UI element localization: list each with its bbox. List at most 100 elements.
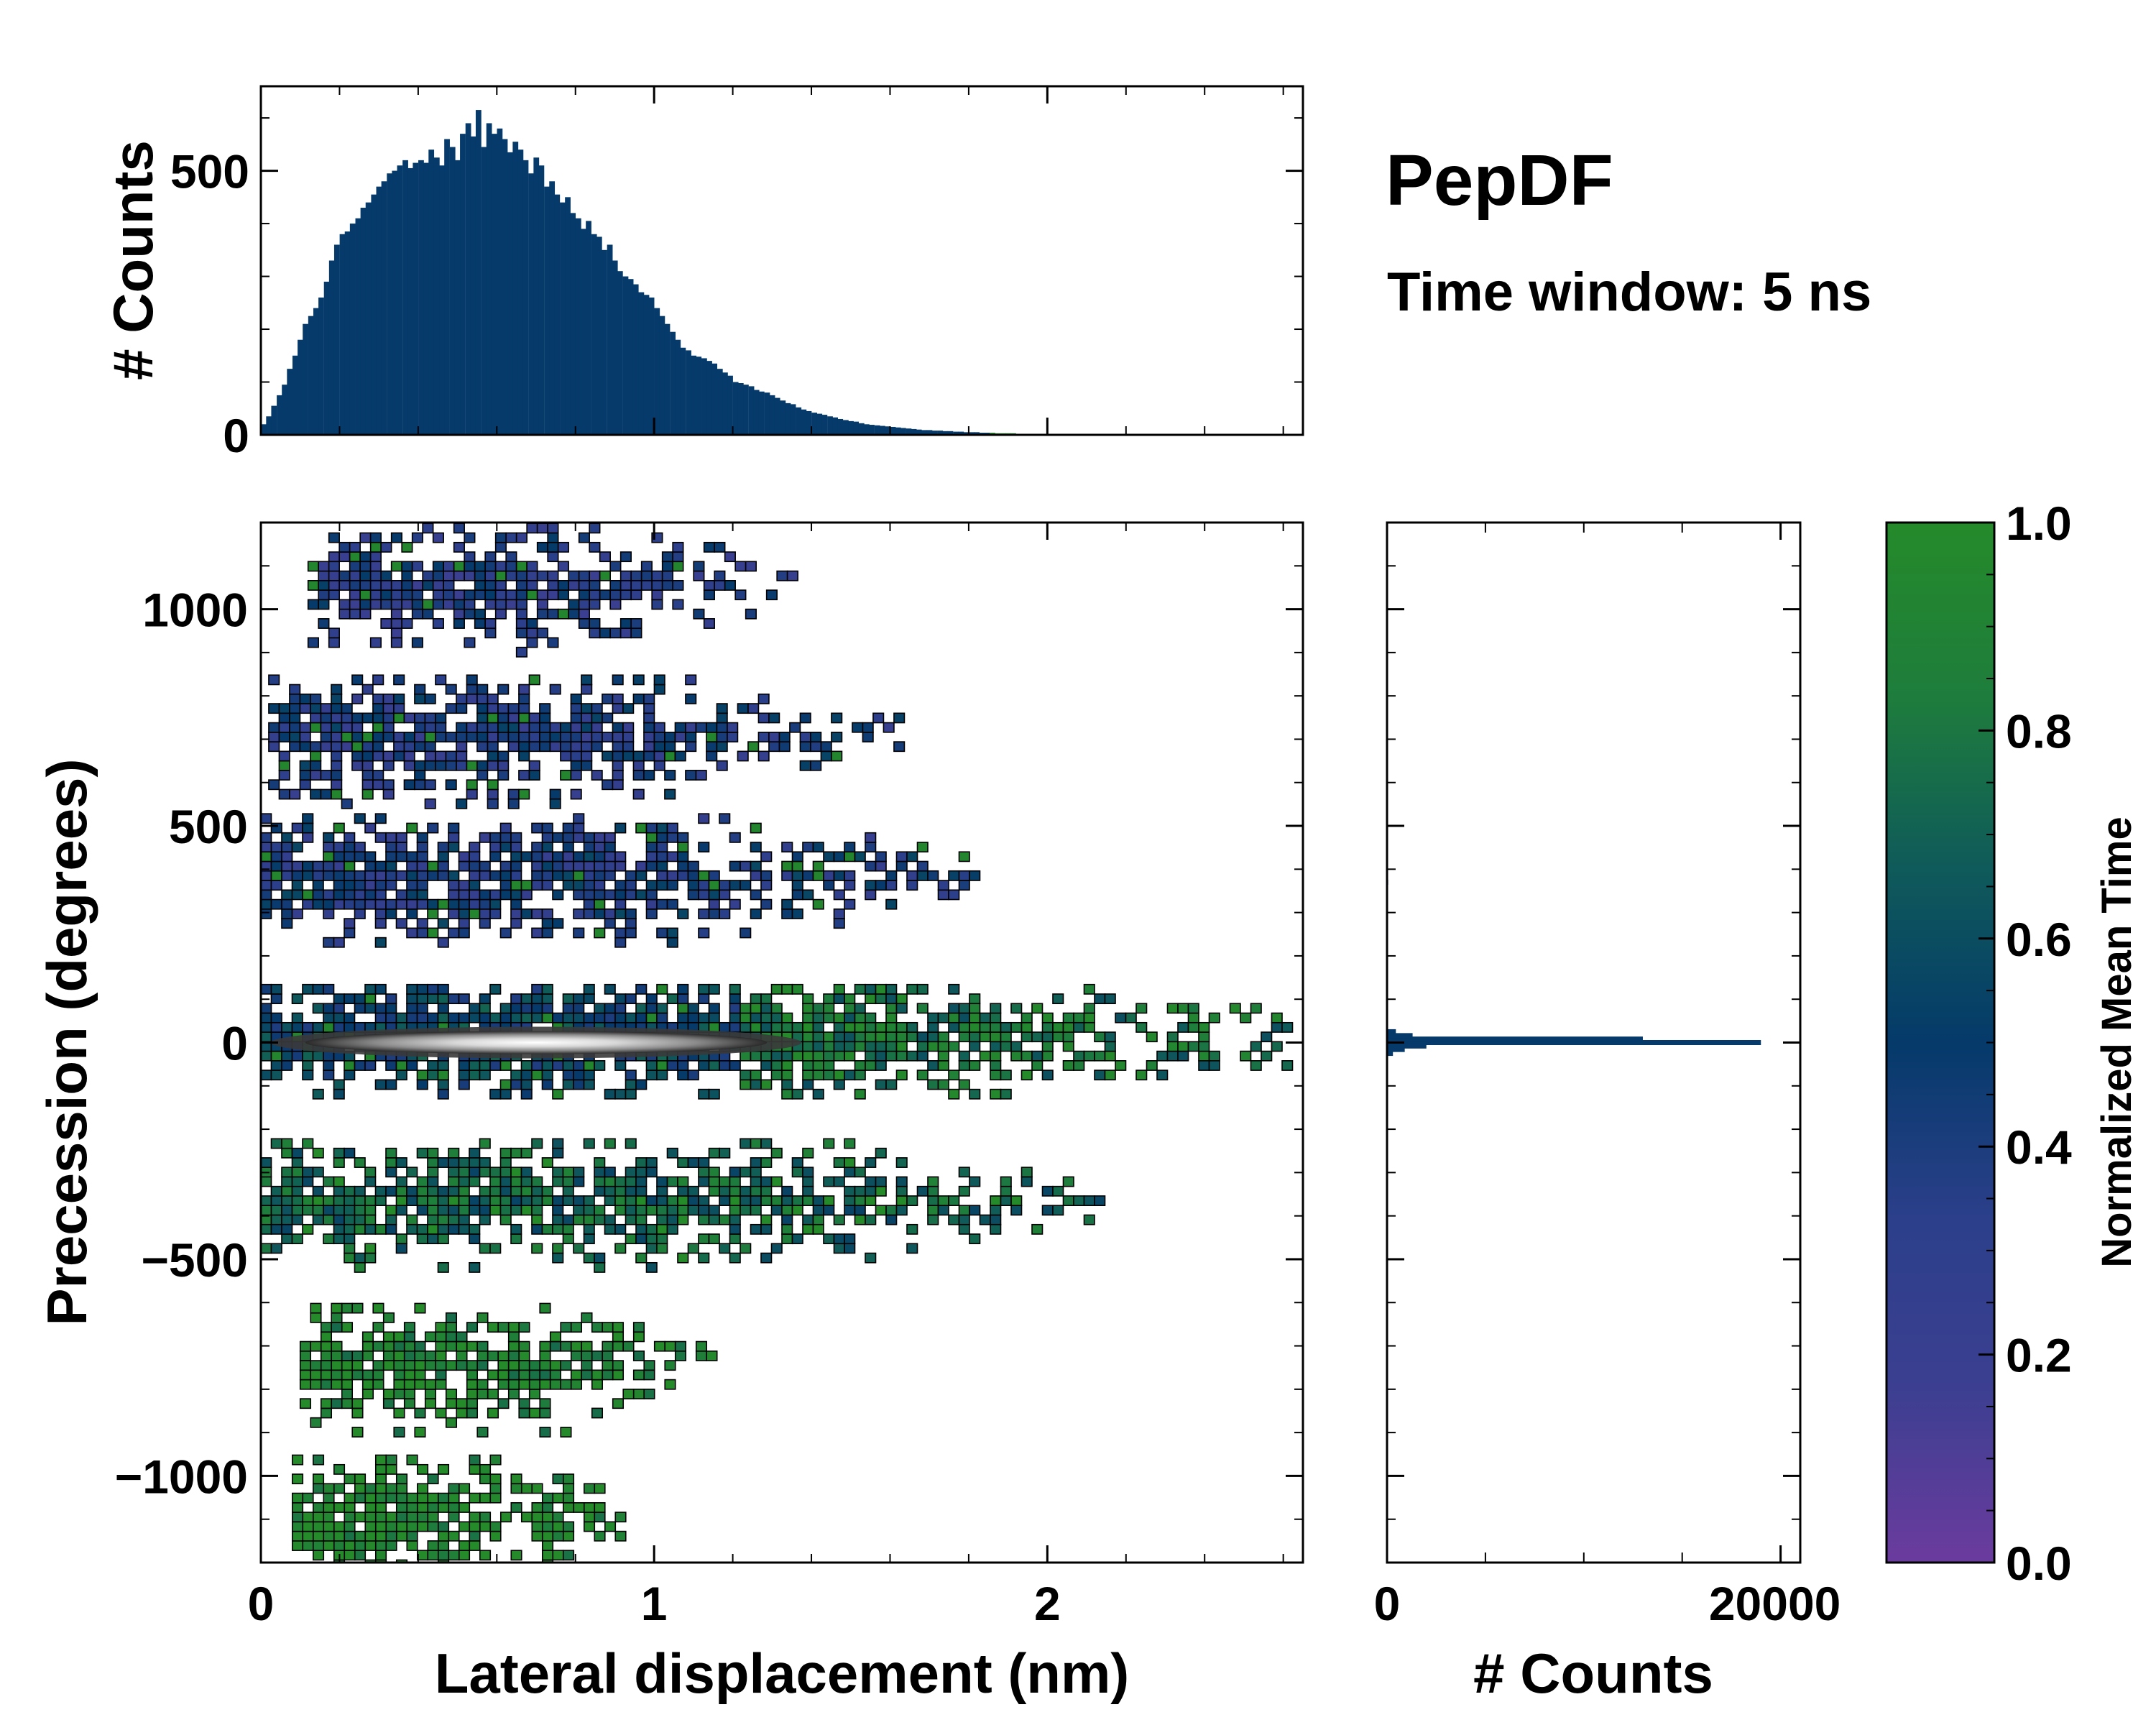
heatmap-cell: [414, 732, 426, 742]
heatmap-cell: [594, 1167, 606, 1178]
heatmap-cell: [270, 1185, 282, 1197]
heatmap-cell: [354, 1003, 366, 1014]
colorbar-ticks: 0.00.20.40.60.81.0: [1978, 497, 2072, 1590]
heatmap-cell: [354, 993, 366, 1005]
heatmap-cell: [823, 993, 835, 1005]
heatmap-cell: [906, 1195, 918, 1206]
heatmap-cell: [969, 1012, 981, 1024]
heatmap-cell: [354, 870, 366, 881]
heatmap-cell: [844, 851, 856, 862]
heatmap-cell: [541, 983, 553, 995]
heatmap-cell: [416, 1003, 428, 1014]
heatmap-cell: [594, 908, 606, 919]
heatmap-cell: [359, 551, 372, 563]
heatmap-cell: [487, 1407, 499, 1419]
top-histogram-bar: [942, 431, 949, 435]
heatmap-cell: [289, 693, 301, 704]
heatmap-cell: [791, 1157, 803, 1168]
heatmap-cell: [594, 1530, 606, 1542]
heatmap-cell: [528, 760, 540, 771]
heatmap-cell: [619, 551, 632, 563]
heatmap-cell: [760, 1157, 773, 1168]
heatmap-cell: [698, 1214, 710, 1225]
heatmap-cell: [562, 1079, 574, 1090]
heatmap-cell: [677, 842, 689, 853]
heatmap-cell: [318, 570, 330, 581]
heatmap-cell: [310, 712, 322, 724]
heatmap-cell: [916, 870, 929, 881]
heatmap-cell: [1031, 1223, 1044, 1235]
heatmap-cell: [456, 741, 468, 753]
heatmap-cell: [664, 788, 676, 800]
heatmap-cell: [354, 1185, 366, 1197]
heatmap-cell: [708, 889, 720, 901]
heatmap-cell: [344, 832, 356, 843]
heatmap-cell: [476, 684, 489, 695]
heatmap-cell: [445, 1398, 458, 1409]
heatmap-cell: [479, 889, 491, 901]
heatmap-cell: [341, 1350, 354, 1361]
heatmap-cell: [469, 870, 481, 881]
heatmap-cell: [740, 1012, 752, 1024]
heatmap-cell: [698, 1060, 710, 1071]
heatmap-cell: [612, 722, 624, 733]
heatmap-cell: [583, 880, 595, 891]
heatmap-cell: [562, 1012, 574, 1024]
heatmap-cell: [520, 889, 533, 901]
heatmap-cell: [645, 1243, 658, 1254]
heatmap-cell: [302, 870, 314, 881]
heatmap-cell: [687, 889, 699, 901]
heatmap-cell: [344, 1501, 356, 1513]
top-histogram-bar: [549, 181, 556, 435]
heatmap-cell: [299, 779, 311, 791]
heatmap-cell: [778, 732, 791, 742]
heatmap-cell: [390, 627, 402, 639]
heatmap-cell: [645, 1261, 658, 1273]
heatmap-cell: [416, 1233, 428, 1245]
heatmap-cell: [656, 1214, 668, 1225]
heatmap-cell: [414, 1379, 426, 1390]
heatmap-cell: [541, 927, 553, 939]
heatmap-cell: [865, 1195, 877, 1206]
heatmap-cell: [414, 684, 426, 695]
heatmap-cell: [552, 1492, 564, 1504]
heatmap-cell: [854, 1195, 866, 1206]
heatmap-cell: [487, 760, 499, 771]
heatmap-cell: [416, 918, 428, 929]
heatmap-cell: [833, 1176, 845, 1187]
heatmap-cell: [403, 760, 415, 771]
heatmap-cell: [1000, 1185, 1012, 1197]
heatmap-cell: [844, 1243, 856, 1254]
heatmap-cell: [865, 889, 877, 901]
heatmap-cell: [510, 908, 522, 919]
heatmap-cell: [852, 722, 864, 733]
heatmap-cell: [969, 1021, 981, 1033]
heatmap-cell: [1021, 1070, 1033, 1081]
heatmap-cell: [583, 832, 595, 843]
heatmap-cell: [393, 1360, 405, 1371]
top-histogram-bar: [617, 271, 623, 435]
heatmap-cell: [844, 880, 856, 891]
heatmap-cell: [612, 741, 624, 753]
heatmap-cell: [354, 1223, 366, 1235]
heatmap-cell: [810, 741, 822, 753]
heatmap-cell: [531, 1483, 543, 1494]
heatmap-cell: [299, 760, 311, 771]
heatmap-cell: [479, 832, 491, 843]
heatmap-cell: [395, 1157, 407, 1168]
heatmap-cell: [515, 532, 528, 543]
heatmap-cell: [802, 1214, 814, 1225]
heatmap-cell: [427, 1060, 439, 1071]
heatmap-cell: [734, 589, 747, 601]
heatmap-cell: [510, 1501, 522, 1513]
heatmap-cell: [526, 570, 538, 581]
heatmap-cell: [344, 1550, 356, 1561]
top-histogram-bar: [686, 350, 691, 435]
heatmap-cell: [1094, 1050, 1106, 1062]
heatmap-cell: [270, 898, 282, 910]
heatmap-cell: [854, 1031, 866, 1043]
heatmap-cell: [361, 779, 374, 791]
heatmap-cell: [427, 1521, 439, 1532]
heatmap-cell: [406, 1512, 418, 1523]
heatmap-cell: [740, 1070, 752, 1081]
